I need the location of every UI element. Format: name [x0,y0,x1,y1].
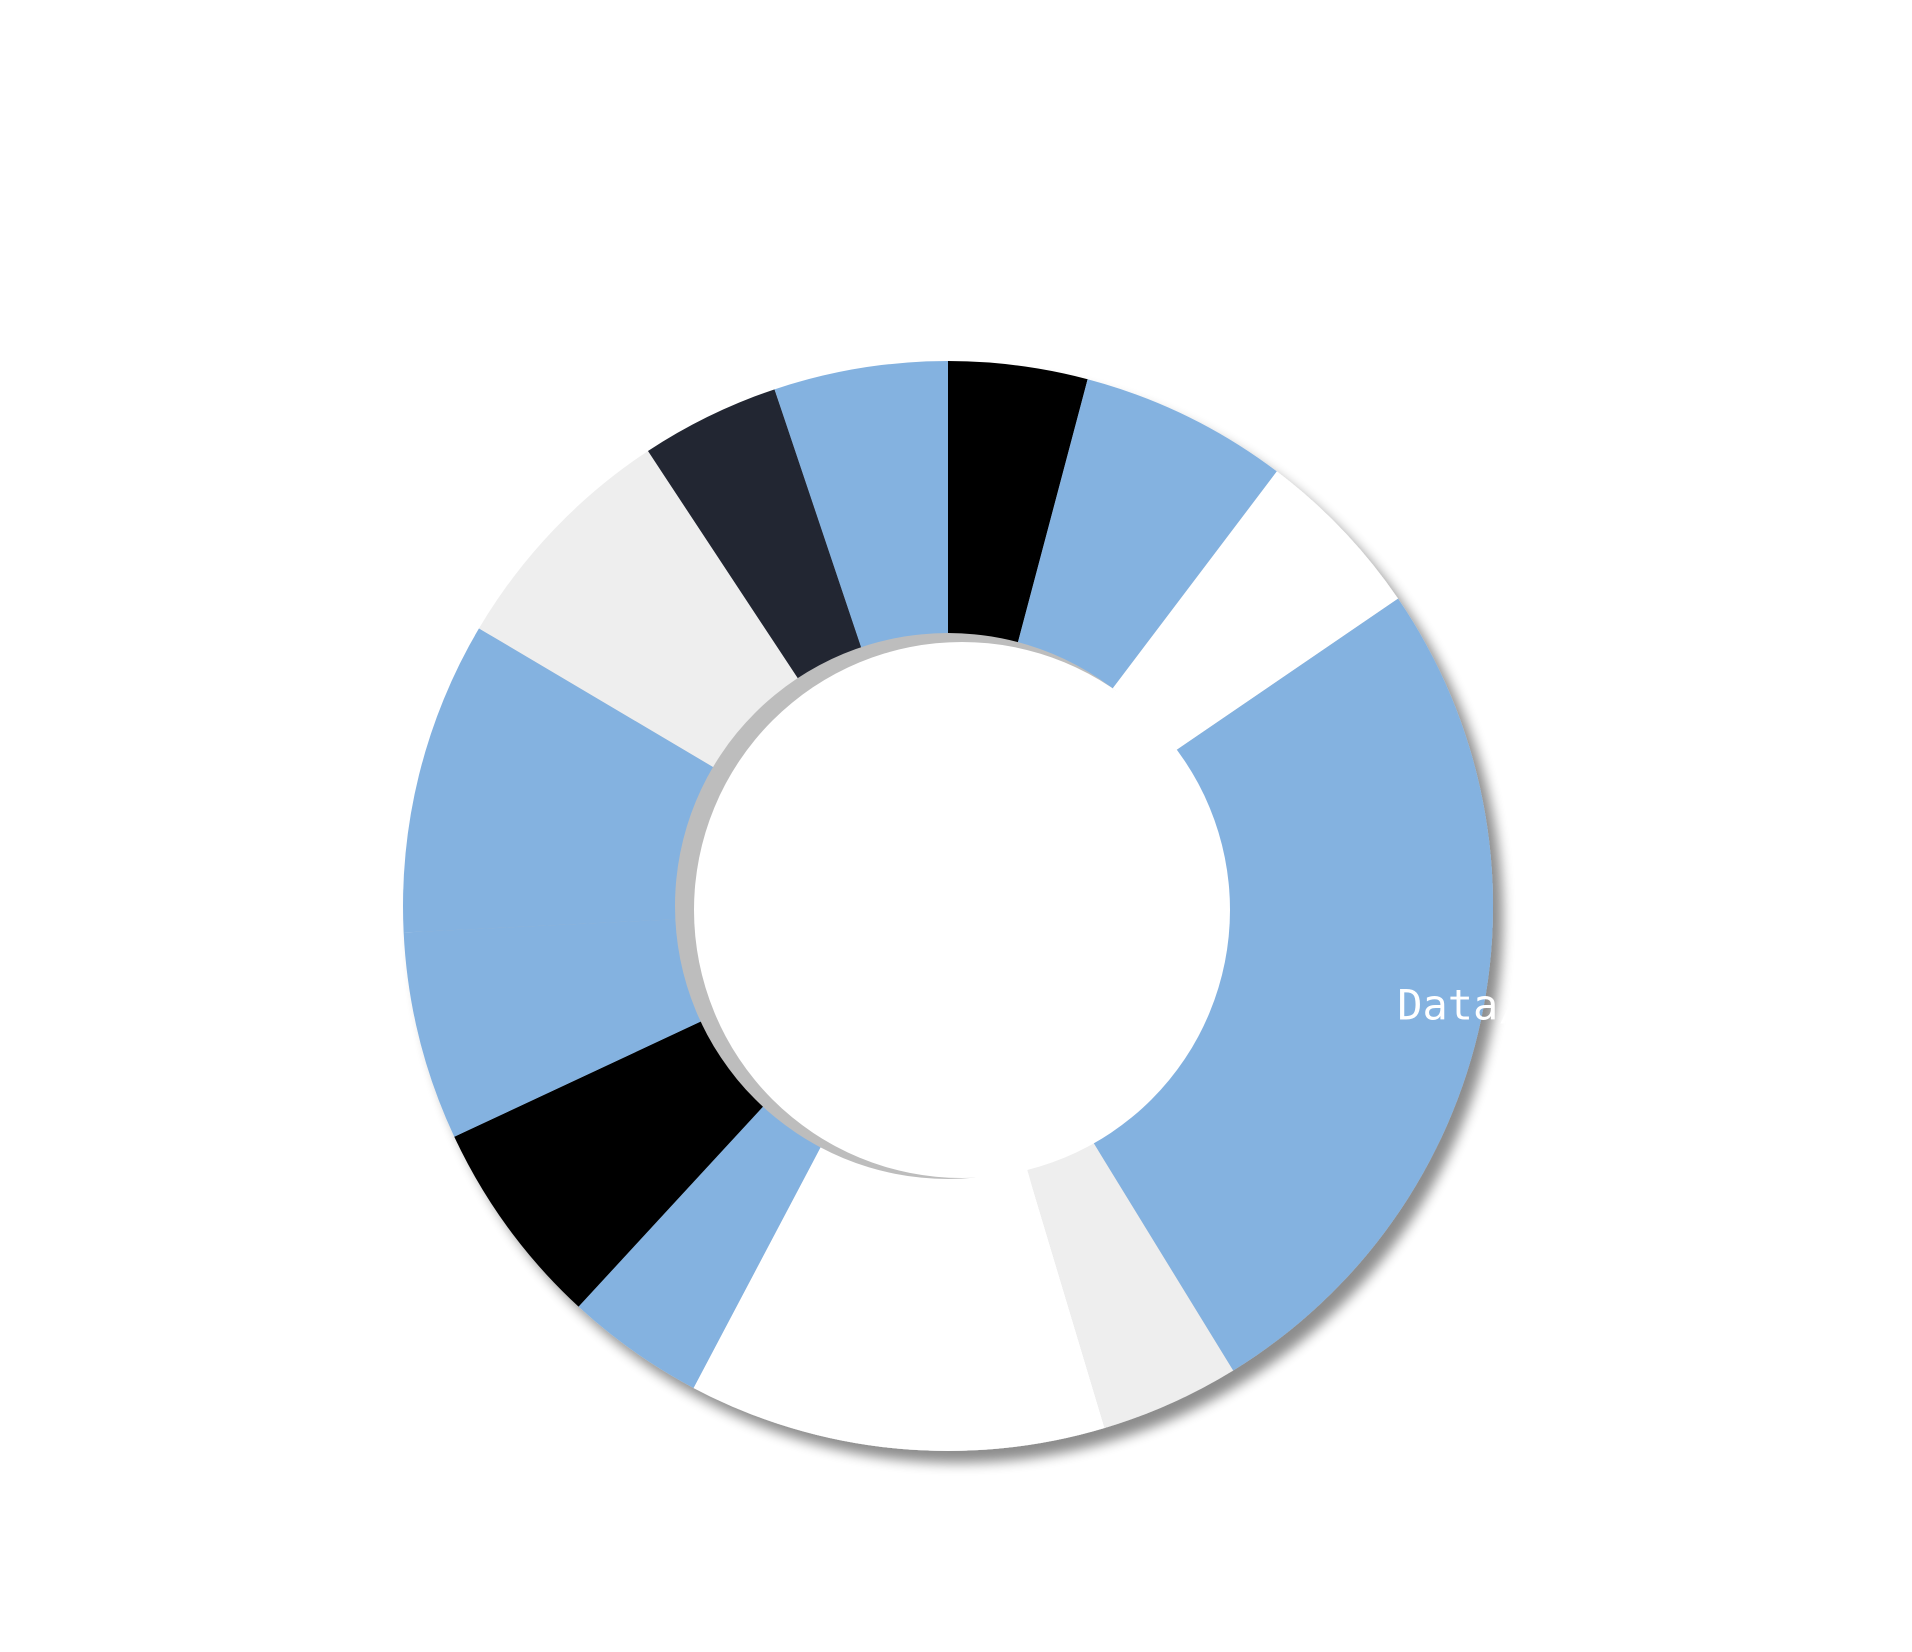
slice-label-cex: Cex 5 [1421,347,1497,444]
slice-self-custody [478,451,799,768]
slice-label-value: 4 [528,1457,553,1506]
slice-label-name: Platform/Brokerage/cEX [361,223,917,272]
slice-label-name: Other [771,137,897,186]
slice-label-value: 5 [822,185,847,234]
slice-label-name: OPIN/DeVIN [1130,199,1383,248]
slice-label-name: Maker/Trader [227,1273,530,1322]
slice-label-name: Services [938,182,1140,231]
slice-opin-devin [1017,379,1277,690]
slice-label-infrastructure: Infrastructure 4 [1059,1476,1413,1573]
slice-label-service-provider: Service Provider 0 [459,220,661,365]
donut-hole-center [694,642,1230,1178]
slice-data-infrastructure [1090,598,1494,1371]
slice-label-name: Data/Infrastructure [1397,980,1877,1029]
slice-label-value: 7 [425,395,450,444]
donut-slices [403,361,1494,1451]
slice-label-name: Infrastructure [1059,1476,1413,1525]
slice-label-name: Layer 1 [791,1535,968,1584]
slice-cex [1112,471,1399,753]
slice-market-maker-trader [454,1021,764,1307]
slice-other [774,361,948,649]
slice-label-name: Self Custody [286,347,589,396]
slice-label-value: 12 [854,1583,905,1632]
slice-label-name: Service [471,220,648,269]
slice-layer-1 [693,1146,1105,1451]
slice-label-opin-devin: OPIN/DeVIN 6 [1130,199,1383,296]
slice-label-crypto-financial-services: Crypto Financial Services 4 [925,86,1153,279]
slice-label-name: Layer 2 [453,1409,630,1458]
slice-label-value: 6 [251,1051,276,1100]
slice-label-name: Crypto [963,86,1115,135]
slice-label-name: Trading [551,175,728,224]
slice-label-privacy-zkp: Privacy/ZKP 9 [125,663,403,760]
donut-hole [675,633,1230,1179]
slice-label-value: 4 [1223,1524,1248,1573]
slice-label-nft-gaming: NFT/Gaming 6 [137,1003,390,1100]
slice-label-other: Other 5 [771,137,897,234]
slice-infrastructure [1026,1137,1234,1429]
slice-label-name: Privacy/ZKP [125,663,403,712]
slice-label-layer-1: Layer 1 12 [791,1535,968,1632]
slice-label-value: 25 [1612,1028,1663,1077]
slice-label-data-infrastructure: Data/Infrastructure 25 [1397,980,1877,1077]
slice-label-market-maker-trader: Market Maker/Trader 6 [227,1225,530,1370]
slice-trading-platform-brokerage-cex [647,389,862,679]
slice-label-value: 4 [627,271,652,320]
slice-label-value: 9 [251,711,276,760]
slice-label-name: NFT/Gaming [137,1003,390,1052]
slice-label-value: 5 [1446,395,1471,444]
slice-nft-gaming [403,919,702,1137]
slice-label-value: 4 [1026,230,1051,279]
slice-label-value: 0 [547,316,572,365]
slice-label-trading-platform-brokerage-cex: Trading Platform/Brokerage/cEX 4 [361,175,917,320]
slice-label-name: Cex [1421,347,1497,396]
slice-label-self-custody: Self Custody 7 [286,347,589,444]
slice-label-name: Financial [925,134,1153,183]
slice-label-name: Provider [459,268,661,317]
slice-privacy-zkp [403,628,714,933]
slice-crypto-financial-services [948,361,1088,644]
slice-layer-2 [578,1105,821,1388]
slice-label-name: Market [303,1225,455,1274]
slice-label-value: 6 [1244,247,1269,296]
slice-label-value: 6 [366,1321,391,1370]
